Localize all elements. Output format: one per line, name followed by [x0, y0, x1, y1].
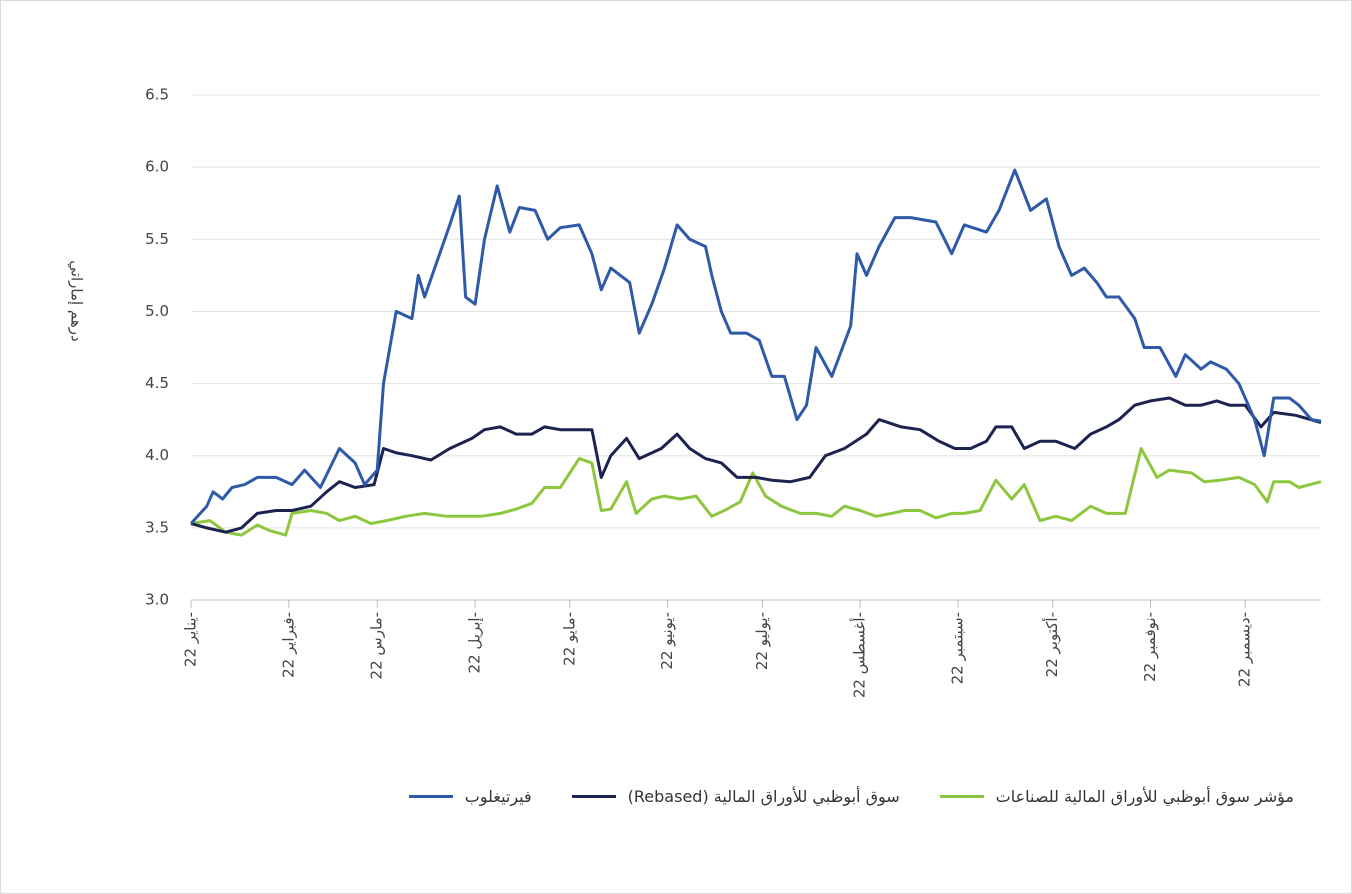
x-tick-label: مايو 22-: [560, 612, 578, 666]
x-tick-label: مارس 22-: [368, 612, 386, 679]
y-tick-label: 6.0: [145, 158, 169, 176]
x-tick-label: إبريل 22-: [466, 612, 484, 673]
x-tick-label: فبراير 22-: [279, 612, 297, 678]
y-axis-label: درهم إماراتي: [67, 260, 86, 341]
y-tick-label: 4.5: [145, 374, 169, 392]
legend-swatch: [408, 795, 453, 798]
x-tick-label: نوفمبر 22-: [1141, 612, 1159, 682]
y-tick-label: 5.5: [145, 230, 169, 248]
x-tick-label: يناير 22-: [182, 612, 200, 667]
chart: درهم إماراتي 3.0 3.5 4.0 4.5 5.0 5.5 6.0 6.5 ينا…: [67, 86, 1322, 698]
legend-label: سوق أبوظبي للأوراق المالية (Rebased): [627, 787, 900, 806]
y-tick-label: 3.5: [145, 518, 169, 536]
y-tick-label: 3.0: [145, 591, 169, 609]
legend: مؤشر سوق أبوظبي للأوراق المالية للصناعات…: [408, 787, 1294, 806]
legend-label: مؤشر سوق أبوظبي للأوراق المالية للصناعات: [995, 787, 1294, 806]
x-tick-label: سبتمبر 22-: [949, 612, 967, 684]
x-tick-label: أكتوبر 22-: [1042, 612, 1061, 677]
x-tick-label: يونيو 22-: [658, 612, 676, 670]
y-tick-label: 4.0: [145, 446, 169, 464]
x-tick-label: أغسطس 22-: [850, 612, 869, 698]
legend-label: فيرتيغلوب: [464, 787, 532, 806]
legend-item: فيرتيغلوب: [408, 787, 532, 806]
legend-item: مؤشر سوق أبوظبي للأوراق المالية للصناعات: [939, 787, 1294, 806]
y-tick-label: 6.5: [145, 86, 169, 104]
y-tick-label: 5.0: [145, 302, 169, 320]
legend-item: سوق أبوظبي للأوراق المالية (Rebased): [571, 787, 900, 806]
legend-swatch: [939, 795, 984, 798]
x-tick-label: يوليو 22-: [753, 612, 771, 670]
series-line: [189, 168, 1322, 525]
legend-swatch: [571, 795, 616, 798]
series-line: [190, 447, 1322, 537]
x-tick-label: ديسمبر 22-: [1236, 612, 1254, 687]
